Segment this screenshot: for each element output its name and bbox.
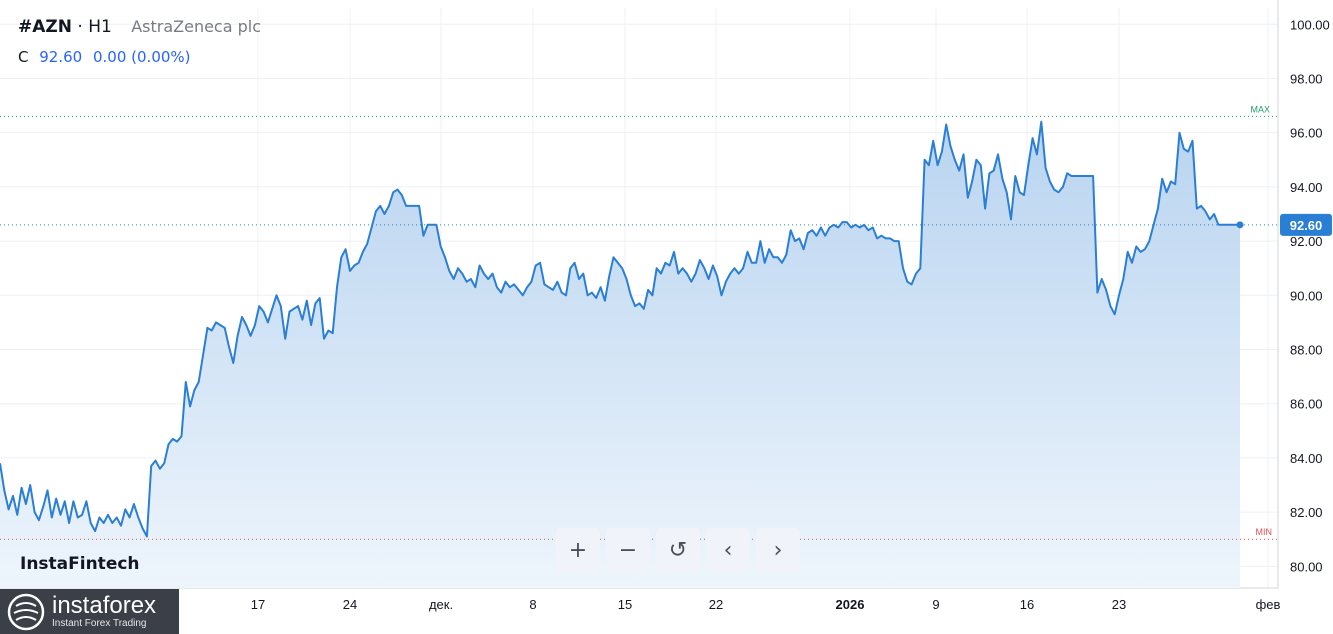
last-point-dot bbox=[1236, 221, 1244, 229]
x-tick-label: фев bbox=[1256, 597, 1281, 612]
symbol: #AZN bbox=[18, 17, 72, 37]
company-name: AstraZeneca plc bbox=[131, 17, 262, 36]
change-value: 0.00 (0.00%) bbox=[93, 48, 191, 66]
logo-tagline: Instant Forex Trading bbox=[52, 618, 147, 629]
last-price-badge bbox=[1280, 213, 1332, 236]
scroll-right-button[interactable]: › bbox=[756, 528, 800, 572]
y-tick-label: 80.00 bbox=[1290, 559, 1323, 574]
markers: MAX MIN 92.60 bbox=[0, 104, 1332, 540]
x-tick-label: 24 bbox=[343, 597, 357, 612]
reset-button[interactable]: ↺ bbox=[656, 528, 700, 572]
y-tick-label: 86.00 bbox=[1290, 397, 1323, 412]
close-value: 92.60 bbox=[39, 48, 83, 66]
instaforex-logo[interactable]: instaforex Instant Forex Trading bbox=[0, 589, 179, 634]
x-tick-label: 15 bbox=[618, 597, 632, 612]
area-fill bbox=[0, 121, 1240, 589]
y-tick-label: 100.00 bbox=[1290, 17, 1330, 32]
price-area bbox=[0, 120, 1240, 589]
x-tick-label: 16 bbox=[1020, 597, 1034, 612]
time-axis[interactable]: 17 24 дек. 8 15 22 2026 9 16 23 фев bbox=[251, 597, 1281, 612]
x-tick-label: 8 bbox=[529, 597, 536, 612]
price-axis[interactable]: 100.00 98.00 96.00 94.00 92.00 90.00 88.00 86.0… bbox=[1290, 17, 1330, 574]
chart-controls: + − ↺ ‹ › bbox=[556, 528, 800, 572]
brand-watermark: InstaFintech bbox=[20, 554, 140, 574]
y-tick-label: 90.00 bbox=[1290, 288, 1323, 303]
max-label: MAX bbox=[1250, 104, 1270, 114]
chart-header: #AZN · H1 AstraZeneca plc bbox=[18, 17, 261, 37]
x-tick-label: 17 bbox=[251, 597, 265, 612]
x-tick-label: 2026 bbox=[836, 597, 865, 612]
y-tick-label: 94.00 bbox=[1290, 180, 1323, 195]
close-label: C bbox=[18, 48, 29, 66]
y-tick-label: 82.00 bbox=[1290, 505, 1323, 520]
x-tick-label: 9 bbox=[932, 597, 939, 612]
y-tick-label: 84.00 bbox=[1290, 451, 1323, 466]
x-tick-label: 22 bbox=[709, 597, 723, 612]
logo-mark-icon bbox=[7, 593, 45, 630]
x-tick-label: дек. bbox=[429, 597, 453, 612]
ohlc-legend: C 92.60 0.00 (0.00%) bbox=[18, 48, 191, 66]
last-price-label: 92.60 bbox=[1290, 218, 1323, 233]
y-tick-label: 88.00 bbox=[1290, 342, 1323, 357]
x-tick-label: 23 bbox=[1112, 597, 1126, 612]
min-label: MIN bbox=[1256, 527, 1273, 537]
price-line bbox=[0, 120, 1240, 538]
interval[interactable]: H1 bbox=[88, 17, 112, 37]
y-tick-label: 92.00 bbox=[1290, 234, 1323, 249]
y-tick-label: 98.00 bbox=[1290, 71, 1323, 86]
y-tick-label: 96.00 bbox=[1290, 126, 1323, 141]
logo-name: instaforex bbox=[52, 592, 157, 619]
zoom-out-button[interactable]: − bbox=[606, 528, 650, 572]
separator: · bbox=[77, 17, 83, 37]
scroll-left-button[interactable]: ‹ bbox=[706, 528, 750, 572]
zoom-in-button[interactable]: + bbox=[556, 528, 600, 572]
